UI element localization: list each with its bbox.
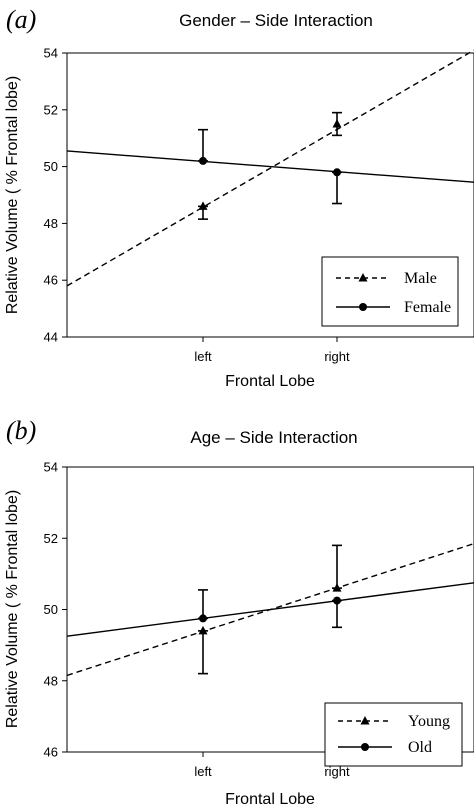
legend-label-old: Old [408, 739, 432, 756]
panel-b: (b) Age – Side Interaction 46 48 50 52 54 le… [4, 416, 474, 808]
y-tick-label: 48 [44, 673, 58, 688]
data-point-triangle [198, 201, 208, 210]
x-tick-label: right [324, 764, 350, 779]
data-point-circle [333, 168, 341, 177]
legend-label-young: Young [408, 713, 450, 730]
y-axis-label: Relative Volume ( % Frontal lobe) [4, 76, 21, 314]
data-point-circle [333, 596, 341, 605]
series-line [66, 582, 474, 637]
y-tick-label: 46 [44, 745, 58, 760]
x-tick-label: left [194, 349, 212, 364]
series-layer [66, 49, 474, 287]
plot-frame [66, 52, 474, 338]
panel-a: (a) Gender – Side Interaction 44 46 48 50 52… [4, 5, 474, 390]
legend-box [324, 702, 463, 767]
y-tick-label: 48 [44, 216, 58, 231]
y-axis: 46 48 50 52 54 [44, 460, 67, 760]
data-point-triangle [198, 625, 208, 635]
y-tick-label: 50 [44, 159, 58, 174]
legend-triangle-icon [358, 273, 368, 282]
legend-label-female: Female [404, 299, 451, 316]
y-tick-label: 44 [44, 330, 58, 345]
y-tick-label: 52 [44, 102, 58, 117]
legend: Young Old [324, 702, 463, 767]
panel-label: (b) [6, 416, 36, 445]
series-line [66, 150, 474, 183]
data-point-triangle [332, 583, 342, 592]
legend-circle-icon [359, 303, 367, 311]
y-tick-label: 54 [44, 46, 58, 61]
x-tick-label: right [324, 349, 350, 364]
legend-circle-icon [361, 743, 369, 751]
x-axis: left right [194, 337, 350, 364]
legend-triangle-icon [360, 716, 370, 725]
y-axis: 44 46 48 50 52 54 [44, 46, 67, 345]
legend: Male Female [321, 256, 459, 327]
x-axis-label: Frontal Lobe [225, 791, 315, 808]
y-tick-label: 46 [44, 273, 58, 288]
y-tick-label: 54 [44, 460, 58, 475]
x-axis-label: Frontal Lobe [225, 373, 315, 390]
data-point-circle [199, 614, 207, 623]
y-tick-label: 50 [44, 602, 58, 617]
y-axis-label: Relative Volume ( % Frontal lobe) [4, 490, 21, 728]
chart-title: Age – Side Interaction [190, 428, 357, 447]
series-line [66, 49, 474, 287]
y-tick-label: 52 [44, 531, 58, 546]
legend-label-male: Male [404, 270, 437, 287]
legend-box [321, 256, 459, 327]
series-layer [66, 542, 474, 677]
panel-label: (a) [6, 5, 36, 34]
data-point-circle [199, 156, 207, 165]
x-tick-label: left [194, 764, 212, 779]
data-point-triangle [332, 119, 342, 128]
chart-title: Gender – Side Interaction [179, 11, 373, 30]
